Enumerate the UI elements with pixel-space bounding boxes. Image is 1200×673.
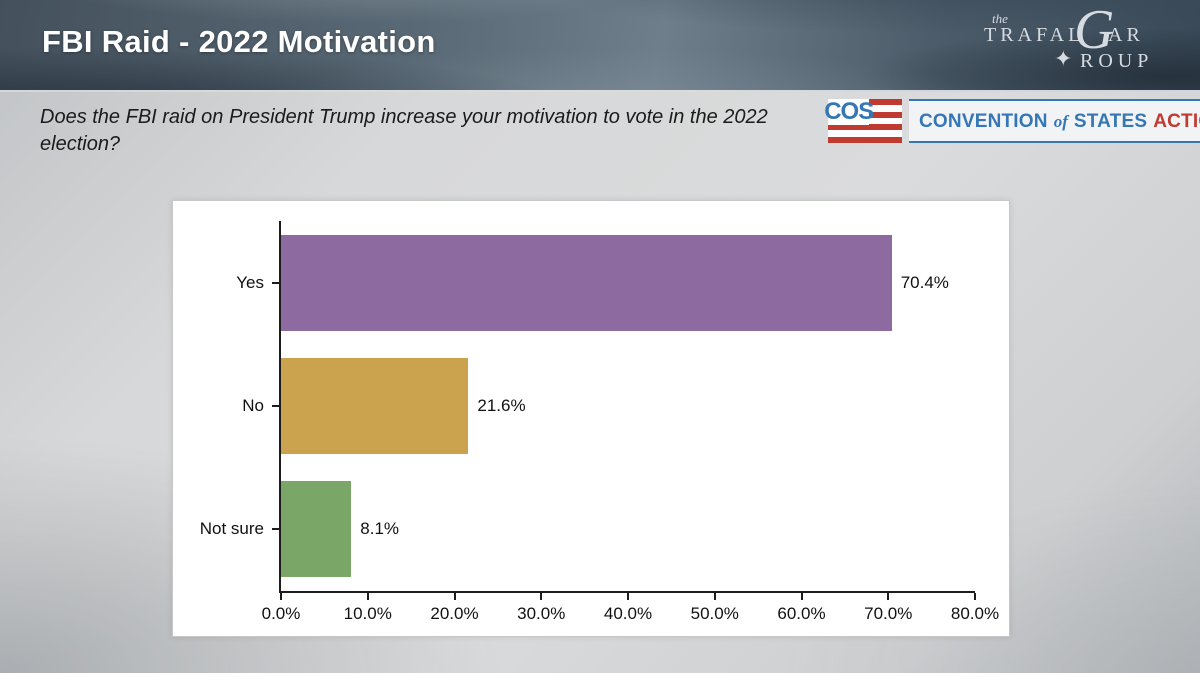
x-axis-tick [887, 593, 890, 600]
chart-band: 8.1% Not sure [200, 468, 975, 591]
x-axis-tick [627, 593, 629, 600]
trafalgar-logo-trafal: TRAFAL [984, 24, 1085, 46]
x-tick-label: 0.0% [261, 604, 301, 623]
flag-stripe [828, 136, 902, 143]
x-tick-label: 70.0% [864, 604, 913, 623]
trafalgar-logo-roup: ROUP [1080, 50, 1154, 72]
category-label: Not sure [199, 519, 264, 539]
x-tick-label: 20.0% [430, 604, 479, 623]
x-axis-tick [800, 593, 803, 600]
bar-no [281, 357, 469, 455]
cos-acronym: COS [824, 97, 874, 125]
cos-word-convention: CONVENTION [919, 110, 1048, 132]
x-axis-tick [280, 593, 282, 600]
trafalgar-logo-g: G [1074, 0, 1115, 61]
x-axis-tick [453, 593, 456, 600]
trafalgar-logo-the: the [992, 11, 1008, 26]
chart-band: 21.6% No [242, 344, 975, 467]
y-axis-tick [272, 404, 281, 407]
bar-value-label: 21.6% [477, 395, 526, 415]
trafalgar-logo-ar: AR [1108, 24, 1144, 46]
plot-area: 70.4% Yes 21.6% No 8.1% Not sure 0.0% 10.0% 20.0… [200, 221, 999, 623]
y-axis-tick [272, 528, 281, 531]
x-tick-label: 30.0% [517, 604, 566, 623]
cos-word-action: ACTION [1153, 110, 1200, 132]
x-tick-label: 50.0% [690, 604, 739, 623]
bar-value-label: 8.1% [360, 519, 400, 539]
cos-wordmark: CONVENTION of STATES ACTION [909, 99, 1200, 143]
x-tick-label: 80.0% [950, 604, 1000, 623]
x-tick-label: 40.0% [603, 604, 653, 623]
compass-star-icon: ✦ [1054, 46, 1073, 71]
x-axis-tick [974, 593, 976, 600]
chart-panel: 70.4% Yes 21.6% No 8.1% Not sure 0.0% 10.0% 20.0… [172, 200, 1010, 637]
cos-action-logo: COS CONVENTION of STATES ACTION [824, 97, 1200, 143]
category-label: No [242, 395, 264, 415]
y-axis-tick [272, 281, 281, 284]
flag-stripe [828, 124, 902, 131]
flag-stripe [828, 130, 902, 137]
bar-yes [281, 234, 892, 331]
cos-flag-icon: COS [824, 97, 902, 143]
page-title: FBI Raid - 2022 Motivation [42, 24, 436, 59]
bar-not-sure [281, 481, 352, 578]
x-axis-tick [540, 593, 543, 600]
x-tick-label: 60.0% [777, 604, 826, 623]
cos-word-states: STATES [1073, 110, 1148, 132]
bar-value-label: 70.4% [900, 272, 949, 292]
x-tick-label: 10.0% [343, 604, 392, 623]
cos-word-of: of [1053, 111, 1068, 131]
header-banner: FBI Raid - 2022 Motivation the TRAFAL G … [0, 0, 1200, 92]
poll-question: Does the FBI raid on President Trump inc… [40, 106, 768, 155]
category-label: Yes [236, 272, 264, 292]
chart-band: 70.4% Yes [236, 221, 975, 344]
x-axis-tick [713, 593, 716, 600]
trafalgar-group-logo: the TRAFAL G AR ✦ ROUP [968, 2, 1158, 84]
x-axis-tick [366, 593, 369, 600]
